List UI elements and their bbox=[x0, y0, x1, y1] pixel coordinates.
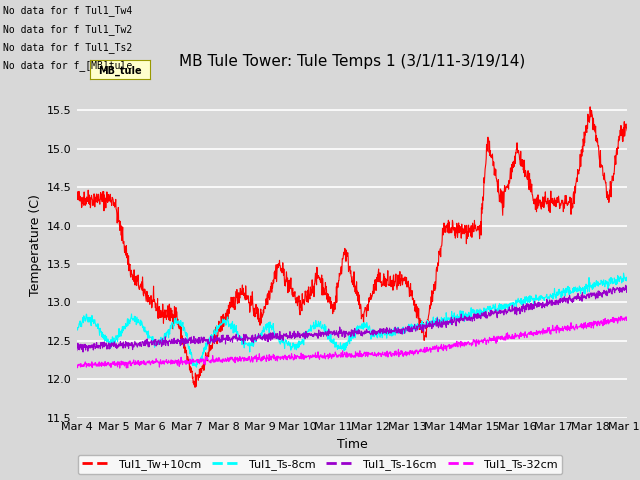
Legend: Tul1_Tw+10cm, Tul1_Ts-8cm, Tul1_Ts-16cm, Tul1_Ts-32cm: Tul1_Tw+10cm, Tul1_Ts-8cm, Tul1_Ts-16cm,… bbox=[77, 455, 563, 474]
Y-axis label: Temperature (C): Temperature (C) bbox=[29, 194, 42, 296]
Text: No data for f Tul1_Ts2: No data for f Tul1_Ts2 bbox=[3, 42, 132, 53]
Text: MB_tule: MB_tule bbox=[98, 65, 142, 76]
Text: No data for f Tul1_Tw2: No data for f Tul1_Tw2 bbox=[3, 24, 132, 35]
Text: No data for f_[MB]tule: No data for f_[MB]tule bbox=[3, 60, 132, 71]
Title: MB Tule Tower: Tule Temps 1 (3/1/11-3/19/14): MB Tule Tower: Tule Temps 1 (3/1/11-3/19… bbox=[179, 54, 525, 70]
Text: No data for f Tul1_Tw4: No data for f Tul1_Tw4 bbox=[3, 5, 132, 16]
X-axis label: Time: Time bbox=[337, 438, 367, 451]
